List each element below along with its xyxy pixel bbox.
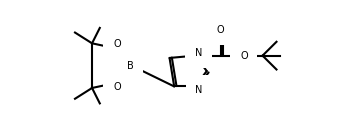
Text: O: O <box>113 39 121 49</box>
Text: O: O <box>240 51 248 61</box>
Text: N: N <box>195 84 203 95</box>
Text: B: B <box>127 61 133 71</box>
Text: O: O <box>217 25 225 35</box>
Text: O: O <box>113 82 121 92</box>
Text: N: N <box>195 48 202 58</box>
